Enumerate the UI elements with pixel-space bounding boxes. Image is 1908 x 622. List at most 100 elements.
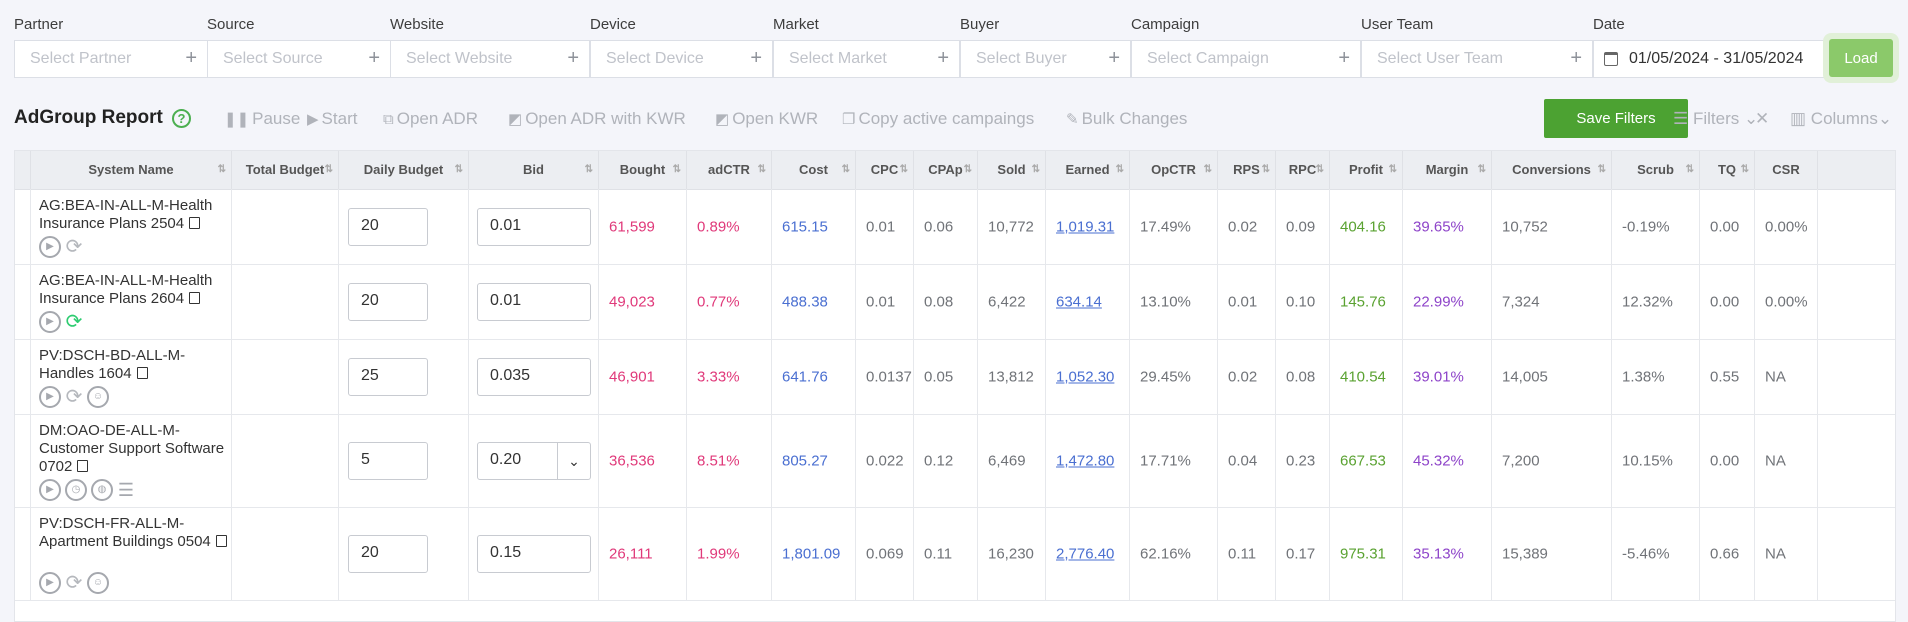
column-header-rps[interactable]: RPS ⇅ xyxy=(1218,151,1276,189)
copy-icon[interactable] xyxy=(77,460,89,472)
filters-dropdown[interactable]: ☰ Filters ⌄ xyxy=(1673,109,1758,129)
chevron-down-icon[interactable]: ⌄ xyxy=(557,442,590,479)
rps-cell: 0.04 xyxy=(1218,414,1276,507)
columns-dropdown[interactable]: ▥ Columns⌄ xyxy=(1790,109,1892,129)
column-header-tq[interactable]: TQ ⇅ xyxy=(1700,151,1755,189)
bid-input[interactable]: 0.01 xyxy=(477,207,591,246)
column-header-label: Bid xyxy=(523,162,544,177)
clock-icon[interactable]: ◷ xyxy=(65,479,87,501)
row-select-cell[interactable] xyxy=(15,189,31,264)
copy-icon[interactable] xyxy=(136,367,148,379)
open-adr-button[interactable]: ⧉ Open ADR xyxy=(383,109,478,129)
sync-icon[interactable]: ⟳ xyxy=(65,236,83,258)
daily-budget-input[interactable]: 25 xyxy=(348,357,428,396)
earned-value[interactable]: 1,052.30 xyxy=(1056,368,1115,385)
row-select-cell[interactable] xyxy=(15,264,31,339)
bid-input[interactable]: 0.035 xyxy=(477,357,591,396)
bid-value: 0.01 xyxy=(490,291,522,309)
sort-icon: ⇅ xyxy=(757,164,766,175)
market-select[interactable]: Select Market + xyxy=(773,40,960,78)
partner-select[interactable]: Select Partner + xyxy=(14,40,208,78)
column-header-earned[interactable]: Earned ⇅ xyxy=(1046,151,1130,189)
list-icon[interactable]: ☰ xyxy=(117,480,135,500)
copy-icon[interactable] xyxy=(189,292,201,304)
help-icon[interactable]: ? xyxy=(172,109,191,128)
table-row[interactable]: PV:DSCH-FR-ALL-M-Apartment Buildings 050… xyxy=(15,507,1895,601)
column-header-margin[interactable]: Margin ⇅ xyxy=(1403,151,1492,189)
column-header-conversions[interactable]: Conversions ⇅ xyxy=(1492,151,1612,189)
daily-budget-input[interactable]: 20 xyxy=(348,207,428,246)
column-header-rpc[interactable]: RPC ⇅ xyxy=(1276,151,1330,189)
copy-active-button[interactable]: ❐ Copy active campaings xyxy=(842,109,1034,129)
earned-value[interactable]: 1,019.31 xyxy=(1056,218,1115,235)
column-header-daily-budget[interactable]: Daily Budget ⇅ xyxy=(339,151,469,189)
website-select[interactable]: Select Website + xyxy=(390,40,590,78)
table-row[interactable]: AG:BEA-IN-ALL-M-Health Insurance Plans 2… xyxy=(15,189,1895,265)
column-header-cpc[interactable]: CPC ⇅ xyxy=(856,151,914,189)
system-name-text: AG:BEA-IN-ALL-M-Health Insurance Plans 2… xyxy=(39,197,213,232)
bid-input[interactable]: 0.15 xyxy=(477,534,591,573)
column-header-cost[interactable]: Cost ⇅ xyxy=(772,151,856,189)
copy-icon[interactable] xyxy=(215,535,227,547)
table-row[interactable]: AG:BEA-IN-ALL-M-Health Insurance Plans 2… xyxy=(15,264,1895,340)
buyer-select[interactable]: Select Buyer + xyxy=(960,40,1131,78)
source-select[interactable]: Select Source + xyxy=(207,40,391,78)
load-button[interactable]: Load xyxy=(1829,39,1893,77)
sync-icon[interactable]: ⟳ xyxy=(65,572,83,594)
play-circle-icon[interactable]: ▶ xyxy=(39,236,61,258)
daily-budget-input[interactable]: 20 xyxy=(348,534,428,573)
date-range-input[interactable]: 01/05/2024 - 31/05/2024 xyxy=(1593,40,1829,78)
row-select-cell[interactable] xyxy=(15,339,31,414)
margin-cell: 39.65% xyxy=(1403,189,1492,264)
play-circle-icon[interactable]: ▶ xyxy=(39,311,61,333)
earned-value[interactable]: 634.14 xyxy=(1056,293,1102,310)
user-circle-icon[interactable]: ☺ xyxy=(87,386,109,408)
column-header-scrub[interactable]: Scrub ⇅ xyxy=(1612,151,1700,189)
market-label: Market xyxy=(773,16,819,33)
sync-icon[interactable]: ⟳ xyxy=(65,386,83,408)
column-header-cpap[interactable]: CPAp ⇅ xyxy=(914,151,978,189)
pause-button[interactable]: ❚❚ Pause xyxy=(224,109,300,129)
column-header-bid[interactable]: Bid ⇅ xyxy=(469,151,599,189)
column-header-profit[interactable]: Profit ⇅ xyxy=(1330,151,1403,189)
column-header-adctr[interactable]: adCTR ⇅ xyxy=(687,151,772,189)
table-row[interactable]: DM:OAO-DE-ALL-M-Customer Support Softwar… xyxy=(15,414,1895,508)
sync-icon[interactable]: ⟳ xyxy=(65,311,83,333)
play-circle-icon[interactable]: ▶ xyxy=(39,479,61,501)
clear-filters-icon[interactable]: ✕ xyxy=(1755,109,1770,128)
user-circle-icon[interactable]: ☺ xyxy=(87,572,109,594)
earned-value[interactable]: 2,776.40 xyxy=(1056,545,1115,562)
bulk-changes-button[interactable]: ✎ Bulk Changes xyxy=(1066,109,1187,129)
column-header-csr[interactable]: CSR xyxy=(1755,151,1818,189)
scrub-cell: -0.19% xyxy=(1612,189,1700,264)
table-row[interactable]: PV:DSCH-BD-ALL-M-Handles 1604 ▶ ⟳ ☺ 25 0.035 4… xyxy=(15,339,1895,415)
campaign-select[interactable]: Select Campaign + xyxy=(1131,40,1361,78)
bid-input[interactable]: 0.20 ⌄ xyxy=(477,441,591,480)
device-select[interactable]: Select Device + xyxy=(590,40,773,78)
column-header-sold[interactable]: Sold ⇅ xyxy=(978,151,1046,189)
column-header-opctr[interactable]: OpCTR ⇅ xyxy=(1130,151,1218,189)
user-team-select[interactable]: Select User Team + xyxy=(1361,40,1593,78)
row-select-cell[interactable] xyxy=(15,507,31,600)
bought-value: 49,023 xyxy=(609,293,655,310)
globe-icon[interactable]: ◍ xyxy=(91,479,113,501)
save-filters-button[interactable]: Save Filters xyxy=(1544,99,1688,138)
open-kwr-button[interactable]: ◩ Open KWR xyxy=(715,109,818,129)
copy-icon[interactable] xyxy=(189,217,201,229)
column-header-total-budget[interactable]: Total Budget ⇅ xyxy=(232,151,339,189)
open-adr-kwr-button[interactable]: ◩ Open ADR with KWR xyxy=(508,109,686,129)
column-header-system-name[interactable]: System Name ⇅ xyxy=(31,151,232,189)
play-circle-icon[interactable]: ▶ xyxy=(39,386,61,408)
column-header-label: Scrub xyxy=(1637,162,1674,177)
sort-icon: ⇅ xyxy=(841,164,850,175)
start-button[interactable]: ▶ Start xyxy=(307,109,357,129)
system-name-text: PV:DSCH-BD-ALL-M-Handles 1604 xyxy=(39,347,186,382)
daily-budget-input[interactable]: 20 xyxy=(348,282,428,321)
row-select-cell[interactable] xyxy=(15,414,31,507)
play-circle-icon[interactable]: ▶ xyxy=(39,572,61,594)
system-name: AG:BEA-IN-ALL-M-Health Insurance Plans 2… xyxy=(39,197,229,233)
column-header-bought[interactable]: Bought ⇅ xyxy=(599,151,687,189)
daily-budget-input[interactable]: 5 xyxy=(348,441,428,480)
bid-input[interactable]: 0.01 xyxy=(477,282,591,321)
earned-value[interactable]: 1,472.80 xyxy=(1056,452,1115,469)
